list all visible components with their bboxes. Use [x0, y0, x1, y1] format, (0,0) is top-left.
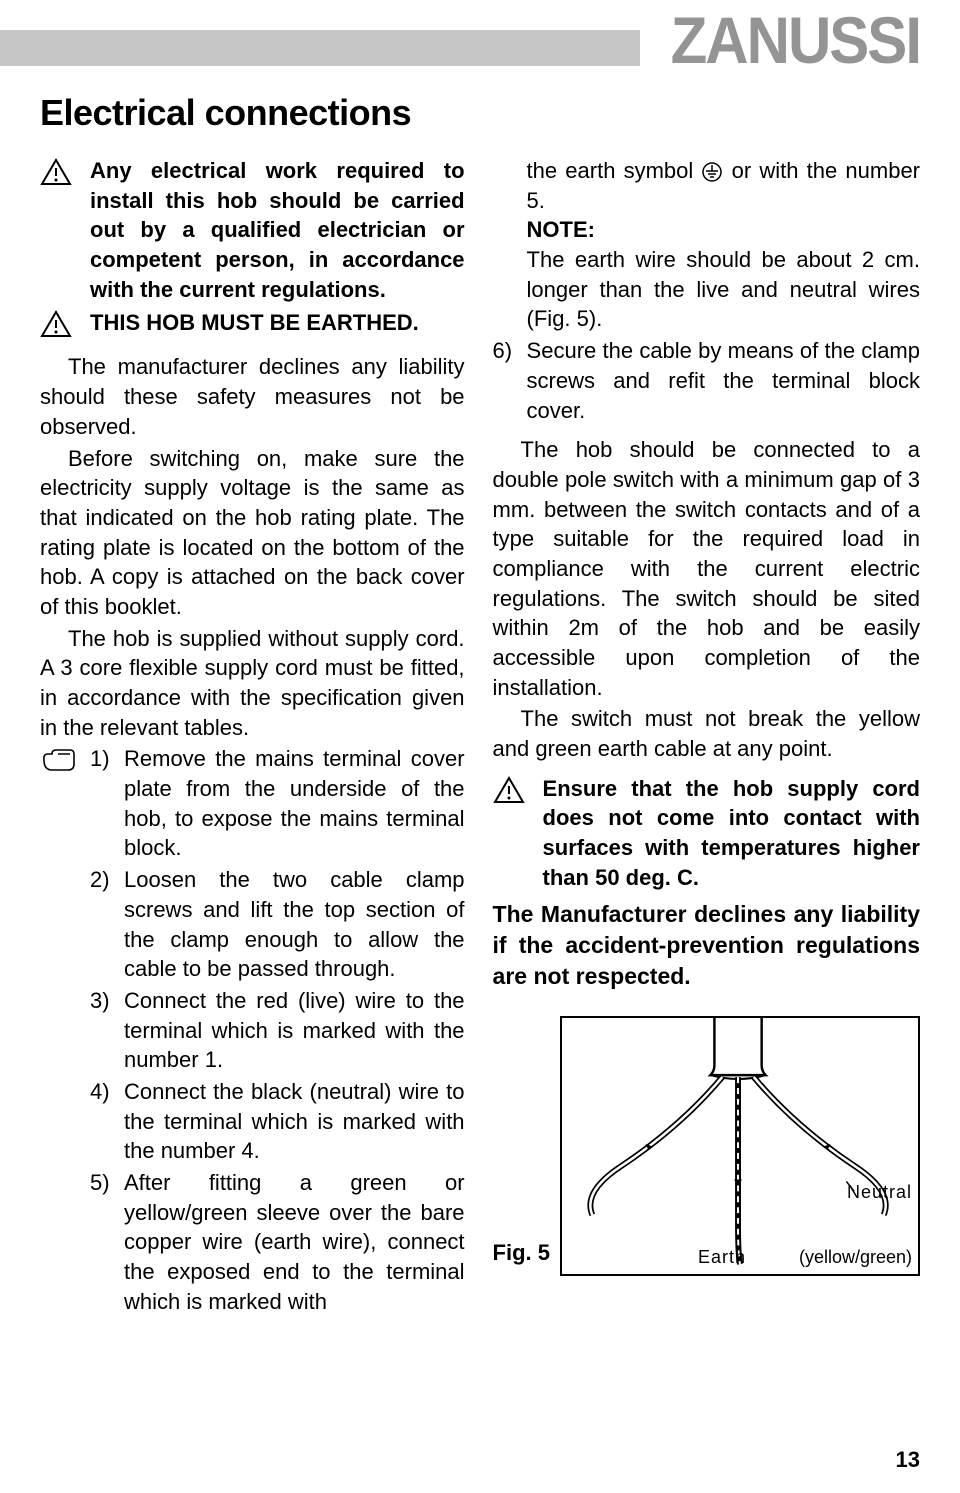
step-num: 1) — [90, 744, 124, 863]
header-stripe — [0, 30, 640, 66]
paragraph-4: The hob should be connected to a double … — [493, 435, 920, 702]
step-text: Secure the cable by means of the clamp s… — [527, 336, 920, 425]
brand-logo: ZANUSSI — [671, 3, 920, 79]
step-text: After fitting a green or yellow/green sl… — [124, 1168, 465, 1316]
paragraph-2: Before switching on, make sure the elect… — [40, 444, 465, 622]
step5-cont-a: the earth symbol — [527, 158, 702, 183]
step-num: 3) — [90, 986, 124, 1075]
note-text: The earth wire should be about 2 cm. lon… — [527, 247, 920, 331]
right-column: the earth symbol or with the number 5. N… — [493, 156, 920, 1322]
figure-5: Fig. 5 — [493, 1016, 920, 1276]
step-5: 5) After fitting a green or yellow/green… — [90, 1168, 465, 1316]
steps-block: 1) Remove the mains terminal cover plate… — [40, 744, 465, 1318]
step-text: Loosen the two cable clamp screws and li… — [124, 865, 465, 984]
left-column: Any electrical work required to install … — [40, 156, 465, 1322]
warning-text-1: Any electrical work required to install … — [90, 156, 465, 304]
step-text: Remove the mains terminal cover plate fr… — [124, 744, 465, 863]
figure-frame: Neutral Earth (yellow/green) — [560, 1016, 920, 1276]
step-1: 1) Remove the mains terminal cover plate… — [90, 744, 465, 863]
body-paragraphs: The manufacturer declines any liability … — [40, 352, 465, 742]
fig-earth-label: Earth — [698, 1247, 746, 1268]
figure-label: Fig. 5 — [493, 1240, 550, 1276]
page-title: Electrical connections — [40, 92, 920, 134]
fig-neutral-label: Neutral — [847, 1182, 912, 1203]
step-num: 4) — [90, 1077, 124, 1166]
note-block: NOTE: The earth wire should be about 2 c… — [527, 215, 920, 334]
warning-icon — [493, 774, 543, 804]
step-text: Connect the red (live) wire to the termi… — [124, 986, 465, 1075]
step-4: 4) Connect the black (neutral) wire to t… — [90, 1077, 465, 1166]
step-num: 2) — [90, 865, 124, 984]
warning-icon — [40, 156, 90, 186]
paragraph-5: The switch must not break the yellow and… — [493, 704, 920, 763]
final-warning: The Manufacturer declines any liability … — [493, 899, 920, 992]
warning-block-2: THIS HOB MUST BE EARTHED. — [40, 308, 465, 338]
step5-cont-text: the earth symbol or with the number 5. — [527, 156, 920, 215]
step-6: 6) Secure the cable by means of the clam… — [493, 336, 920, 425]
step-num: 5) — [90, 1168, 124, 1316]
content-columns: Any electrical work required to install … — [40, 156, 920, 1322]
note-label: NOTE: — [527, 217, 595, 242]
step-3: 3) Connect the red (live) wire to the te… — [90, 986, 465, 1075]
earth-symbol-icon — [701, 161, 723, 183]
warning-text-2: THIS HOB MUST BE EARTHED. — [90, 308, 419, 338]
warning-block-1: Any electrical work required to install … — [40, 156, 465, 304]
paragraph-1: The manufacturer declines any liability … — [40, 352, 465, 441]
body-paragraphs-right: The hob should be connected to a double … — [493, 435, 920, 764]
step-num: 6) — [493, 336, 527, 425]
pointing-hand-icon — [40, 744, 90, 774]
step5-continuation: the earth symbol or with the number 5. N… — [493, 156, 920, 334]
step-2: 2) Loosen the two cable clamp screws and… — [90, 865, 465, 984]
paragraph-3: The hob is supplied without supply cord.… — [40, 624, 465, 743]
warning-text-3: Ensure that the hob supply cord does not… — [543, 774, 920, 893]
warning-icon — [40, 308, 90, 338]
fig-yg-label: (yellow/green) — [799, 1247, 912, 1268]
step-text: Connect the black (neutral) wire to the … — [124, 1077, 465, 1166]
warning-block-3: Ensure that the hob supply cord does not… — [493, 774, 920, 893]
steps-list: 1) Remove the mains terminal cover plate… — [90, 744, 465, 1318]
page-number: 13 — [896, 1447, 920, 1473]
